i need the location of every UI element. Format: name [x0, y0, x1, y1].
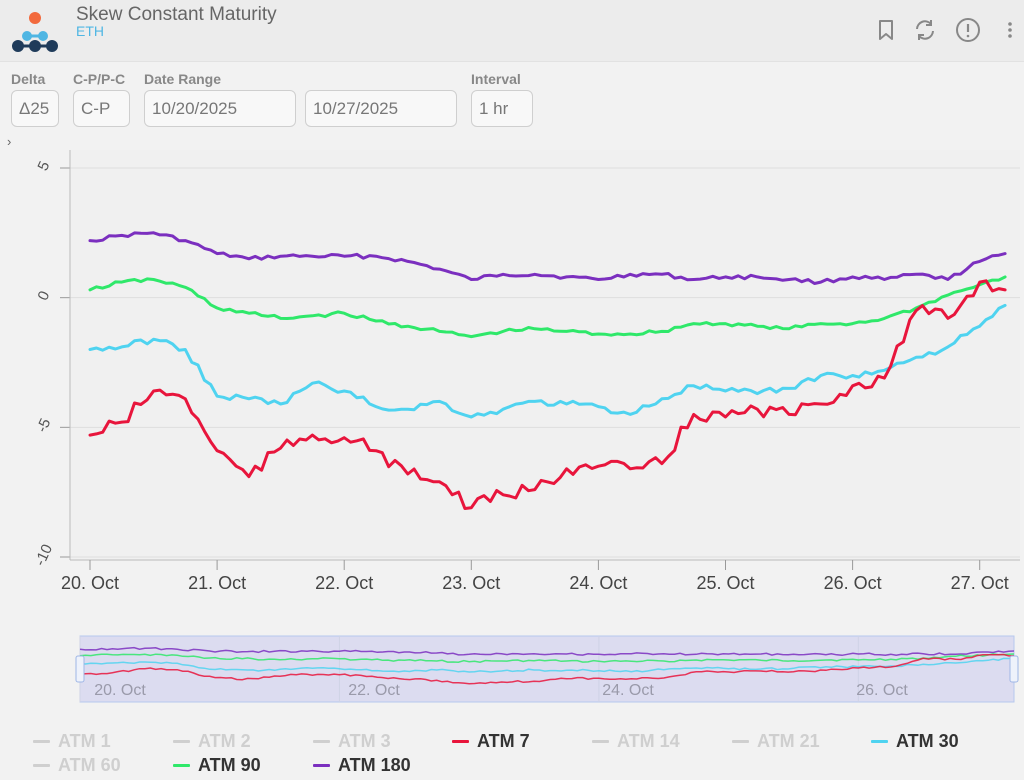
legend-swatch [732, 740, 749, 743]
legend-label: ATM 180 [338, 755, 411, 775]
navigator-left-handle[interactable] [75, 655, 85, 683]
legend-swatch [173, 740, 190, 743]
x-tick-label: 26. Oct [824, 573, 882, 593]
cp-label: C-P/P-C [73, 71, 126, 87]
series-lines [88, 231, 1007, 510]
more-menu-icon[interactable] [998, 16, 1022, 44]
y-axis: 5 0 -5 -10 [32, 150, 71, 569]
legend-item-atm-60[interactable]: ATM 60 [33, 755, 121, 776]
legend-swatch [33, 764, 50, 767]
start-date-input[interactable]: 10/20/2025 [144, 90, 296, 127]
navigator-tick-label: 20. Oct [94, 682, 146, 699]
header-bar: Skew Constant Maturity ETH [0, 0, 1024, 62]
legend-label: ATM 21 [757, 731, 820, 751]
legend-item-atm-90[interactable]: ATM 90 [173, 755, 261, 776]
legend-item-atm-21[interactable]: ATM 21 [732, 731, 820, 752]
x-tick-label: 25. Oct [696, 573, 754, 593]
x-tick-label: 24. Oct [569, 573, 627, 593]
series-line-atm-7 [88, 279, 1007, 510]
delta-label: Delta [11, 71, 46, 87]
navigator-line-atm-30 [79, 656, 1015, 673]
navigator-tick-label: 26. Oct [856, 682, 908, 699]
legend-swatch [592, 740, 609, 743]
end-date-input[interactable]: 10/27/2025 [305, 90, 457, 127]
legend-item-atm-7[interactable]: ATM 7 [452, 731, 530, 752]
legend-swatch [452, 740, 469, 743]
legend-swatch [313, 740, 330, 743]
bookmark-icon[interactable] [872, 16, 900, 44]
legend-item-atm-14[interactable]: ATM 14 [592, 731, 680, 752]
legend-item-atm-180[interactable]: ATM 180 [313, 755, 411, 776]
x-axis: 20. Oct 21. Oct 22. Oct 23. Oct 24. Oct 25. O… [61, 559, 1020, 593]
plot-area [70, 150, 1020, 560]
navigator-line-atm-7 [79, 653, 1015, 685]
legend-label: ATM 60 [58, 755, 121, 775]
series-line-atm-90 [88, 275, 1007, 339]
series-line-atm-180 [88, 231, 1007, 285]
y-tick-label: -10 [32, 542, 57, 569]
date-range-label: Date Range [144, 71, 222, 87]
logo-icon [12, 12, 58, 52]
navigator-window[interactable] [79, 635, 1015, 703]
navigator-tick-label: 22. Oct [348, 682, 400, 699]
refresh-icon[interactable] [911, 16, 939, 44]
interval-label: Interval [471, 71, 521, 87]
y-tick-label: 5 [34, 159, 53, 174]
navigator-tick-label: 24. Oct [602, 682, 654, 699]
y-tick-label: -5 [33, 416, 54, 435]
legend: ATM 1 ATM 2 ATM 3 ATM 7 ATM 14 ATM 21 ATM 30 AT… [0, 730, 1024, 780]
legend-swatch [173, 764, 190, 767]
expand-chevron-icon[interactable]: › [7, 134, 12, 149]
legend-label: ATM 7 [477, 731, 530, 751]
legend-item-atm-30[interactable]: ATM 30 [871, 731, 959, 752]
x-tick-label: 27. Oct [951, 573, 1009, 593]
legend-label: ATM 90 [198, 755, 261, 775]
interval-select[interactable]: 1 hr [471, 90, 533, 127]
legend-label: ATM 30 [896, 731, 959, 751]
legend-swatch [871, 740, 888, 743]
plot-background [70, 150, 1020, 560]
series-line-atm-30 [88, 303, 1007, 419]
y-tick-label: 0 [34, 288, 53, 303]
asset-label: ETH [76, 23, 104, 39]
delta-select[interactable]: Δ25 [11, 90, 59, 127]
legend-label: ATM 1 [58, 731, 111, 751]
page-title: Skew Constant Maturity [76, 4, 277, 25]
legend-item-atm-3[interactable]: ATM 3 [313, 731, 391, 752]
legend-swatch [33, 740, 50, 743]
navigator-line-atm-90 [79, 653, 1015, 663]
grid-lines [70, 167, 1020, 558]
legend-item-atm-1[interactable]: ATM 1 [33, 731, 111, 752]
legend-item-atm-2[interactable]: ATM 2 [173, 731, 251, 752]
navigator-line-atm-180 [79, 646, 1015, 657]
x-tick-label: 21. Oct [188, 573, 246, 593]
navigator[interactable]: 20. Oct 22. Oct 24. Oct 26. Oct [75, 635, 1019, 703]
x-tick-label: 22. Oct [315, 573, 373, 593]
legend-label: ATM 3 [338, 731, 391, 751]
cp-select[interactable]: C-P [73, 90, 130, 127]
x-tick-label: 20. Oct [61, 573, 119, 593]
navigator-right-handle[interactable] [1009, 655, 1019, 683]
legend-swatch [313, 764, 330, 767]
legend-label: ATM 14 [617, 731, 680, 751]
x-tick-label: 23. Oct [442, 573, 500, 593]
legend-label: ATM 2 [198, 731, 251, 751]
info-icon[interactable] [954, 16, 982, 44]
